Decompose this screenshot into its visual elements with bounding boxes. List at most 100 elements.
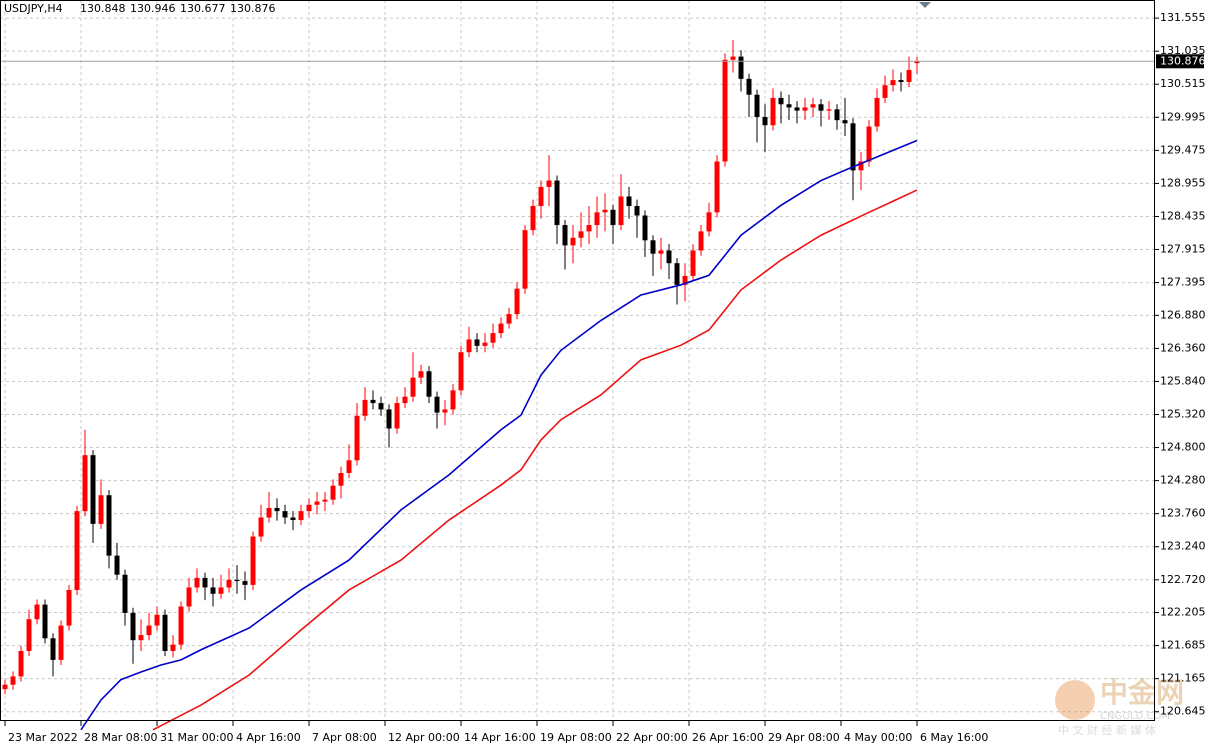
y-tick-label: 121.685 xyxy=(1160,639,1206,652)
y-tick-label: 126.880 xyxy=(1160,308,1206,321)
candle-body xyxy=(330,485,336,500)
candle-body xyxy=(386,409,392,429)
candle-body xyxy=(866,126,872,162)
candle-body xyxy=(18,650,24,677)
candle-body xyxy=(858,161,864,171)
candle-body xyxy=(26,619,32,651)
y-tick-label: 128.955 xyxy=(1160,176,1206,189)
candle-body xyxy=(234,579,240,582)
candle-body xyxy=(842,120,848,124)
candle-body xyxy=(490,333,496,343)
y-tick-label: 121.165 xyxy=(1160,672,1206,685)
watermark-logo: 中金网 xyxy=(1100,676,1184,709)
candle-body xyxy=(354,415,360,461)
candle-body xyxy=(706,212,712,232)
candle-body xyxy=(2,684,8,690)
y-tick-label: 126.360 xyxy=(1160,341,1206,354)
x-tick-label: 4 May 00:00 xyxy=(844,731,912,744)
x-tick-label: 26 Apr 16:00 xyxy=(692,731,764,744)
candle-body xyxy=(130,612,136,641)
candle-body xyxy=(74,511,80,590)
candle-body xyxy=(98,495,104,524)
candle-body xyxy=(258,517,264,537)
y-tick-label: 131.555 xyxy=(1160,11,1206,24)
candle-body xyxy=(714,161,720,213)
x-tick-label: 7 Apr 08:00 xyxy=(312,731,377,744)
candle-body xyxy=(450,390,456,410)
x-tick-label: 14 Apr 16:00 xyxy=(464,731,536,744)
candle-body xyxy=(746,78,752,95)
candle-body xyxy=(314,501,320,505)
candle-body xyxy=(170,644,176,651)
x-tick-label: 19 Apr 08:00 xyxy=(540,731,612,744)
watermark-site: CNGOLD.COM xyxy=(1100,711,1170,722)
candle-body xyxy=(610,209,616,226)
candle-body xyxy=(90,455,96,524)
candle-body xyxy=(762,116,768,126)
moving-average-line xyxy=(80,139,918,731)
x-tick-label: 4 Apr 16:00 xyxy=(236,731,301,744)
candle-body xyxy=(506,314,512,324)
candle-body xyxy=(914,61,920,64)
candle-body xyxy=(178,606,184,645)
candle-body xyxy=(362,399,368,416)
y-tick-label: 123.240 xyxy=(1160,540,1206,553)
candle-body xyxy=(338,472,344,486)
candle-body xyxy=(794,107,800,111)
header-high: 130.946 xyxy=(130,2,176,15)
candle-body xyxy=(114,555,120,575)
candle-body xyxy=(562,225,568,246)
candle-body xyxy=(242,581,248,585)
candle-body xyxy=(658,250,664,254)
candle-body xyxy=(586,225,592,232)
candle-body xyxy=(410,377,416,397)
candle-body xyxy=(194,577,200,588)
y-tick-label: 122.720 xyxy=(1160,573,1206,586)
y-tick-label: 122.205 xyxy=(1160,606,1206,619)
candle-body xyxy=(346,460,352,473)
candle-body xyxy=(458,352,464,391)
candle-body xyxy=(554,180,560,226)
candle-body xyxy=(442,409,448,413)
candle-body xyxy=(482,342,488,346)
candle-body xyxy=(810,104,816,108)
candle-body xyxy=(42,604,48,639)
candle-body xyxy=(162,614,168,651)
grid-layer xyxy=(0,0,1155,720)
candle-body xyxy=(906,69,912,83)
candle-body xyxy=(298,511,304,521)
candle-body xyxy=(522,230,528,289)
candle-body xyxy=(682,275,688,285)
candle-body xyxy=(66,589,72,626)
candle-body xyxy=(514,288,520,315)
candle-body xyxy=(34,604,40,620)
candle-body xyxy=(138,635,144,641)
candle-body xyxy=(530,205,536,231)
candle-body xyxy=(306,504,312,512)
candle-body xyxy=(690,250,696,276)
candle-body xyxy=(698,231,704,251)
candle-body xyxy=(418,371,424,378)
candle-body xyxy=(834,109,840,121)
candle-body xyxy=(58,625,64,660)
candle-body xyxy=(874,97,880,127)
x-tick-label: 22 Apr 00:00 xyxy=(616,731,688,744)
x-tick-label: 6 May 16:00 xyxy=(920,731,988,744)
candle-body xyxy=(626,196,632,206)
candle-body xyxy=(370,399,376,404)
y-tick-label: 131.035 xyxy=(1160,44,1206,57)
candle-body xyxy=(226,579,232,588)
candle-body xyxy=(594,212,600,226)
candle-body xyxy=(730,56,736,60)
candle-body xyxy=(538,186,544,206)
candle-body xyxy=(378,403,384,410)
candle-body xyxy=(290,517,296,521)
candle-body xyxy=(106,495,112,556)
shift-marker xyxy=(919,2,931,8)
candle-body xyxy=(186,587,192,607)
candle-body xyxy=(146,625,152,636)
candle-body xyxy=(10,676,16,685)
candle-body xyxy=(634,205,640,216)
watermark: 中金网 CNGOLD.COM 中 文 财 经 新 媒 体 xyxy=(1055,676,1184,737)
